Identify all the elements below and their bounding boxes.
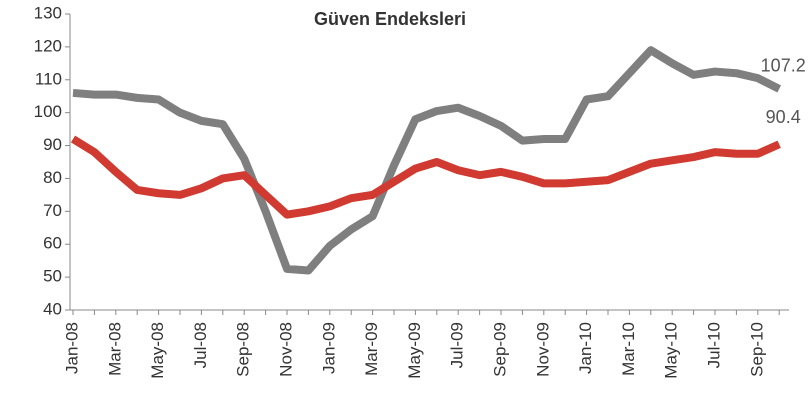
y-tick-label: 60 [43, 234, 62, 253]
y-tick-label: 80 [43, 168, 62, 187]
x-tick-label: May-10 [662, 322, 681, 379]
series-line [70, 135, 781, 219]
y-tick-label: 110 [35, 69, 62, 88]
data-label: 90.4 [766, 107, 801, 127]
chart-title: Güven Endeksleri [314, 9, 466, 29]
y-tick-label: 70 [43, 201, 62, 220]
x-tick-label: Jul-10 [704, 322, 723, 368]
x-tick-label: Sep-10 [747, 322, 766, 377]
x-tick-label: Nov-09 [533, 322, 552, 377]
y-tick-label: 90 [43, 135, 62, 154]
x-tick-label: Jan-08 [62, 322, 81, 374]
x-tick-label: Jan-09 [319, 322, 338, 374]
y-tick-label: 130 [34, 3, 62, 22]
x-tick-label: Nov-08 [276, 322, 295, 377]
x-tick-label: Sep-09 [490, 322, 509, 377]
y-tick-label: 120 [34, 36, 62, 55]
x-tick-label: Jan-10 [576, 322, 595, 374]
x-tick-label: Mar-10 [619, 322, 638, 376]
y-tick-label: 40 [43, 299, 62, 318]
data-label: 107.2 [761, 56, 806, 76]
x-tick-label: Sep-08 [234, 322, 253, 377]
x-tick-label: May-08 [148, 322, 167, 379]
x-tick-label: May-09 [405, 322, 424, 379]
y-tick-label: 100 [34, 102, 62, 121]
x-tick-label: Mar-09 [362, 322, 381, 376]
x-tick-label: Jul-08 [191, 322, 210, 368]
series-line [72, 46, 782, 275]
x-tick-label: Mar-08 [105, 322, 124, 376]
x-tick-label: Jul-09 [448, 322, 467, 368]
y-tick-label: 50 [43, 267, 62, 286]
